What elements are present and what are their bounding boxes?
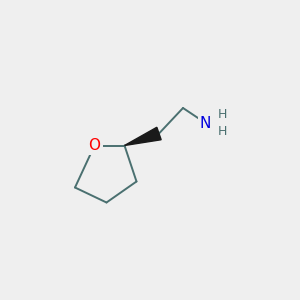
Text: H: H <box>217 108 227 121</box>
Text: H: H <box>217 125 227 138</box>
Text: N: N <box>200 116 211 130</box>
Text: O: O <box>88 138 101 153</box>
Polygon shape <box>124 127 161 146</box>
